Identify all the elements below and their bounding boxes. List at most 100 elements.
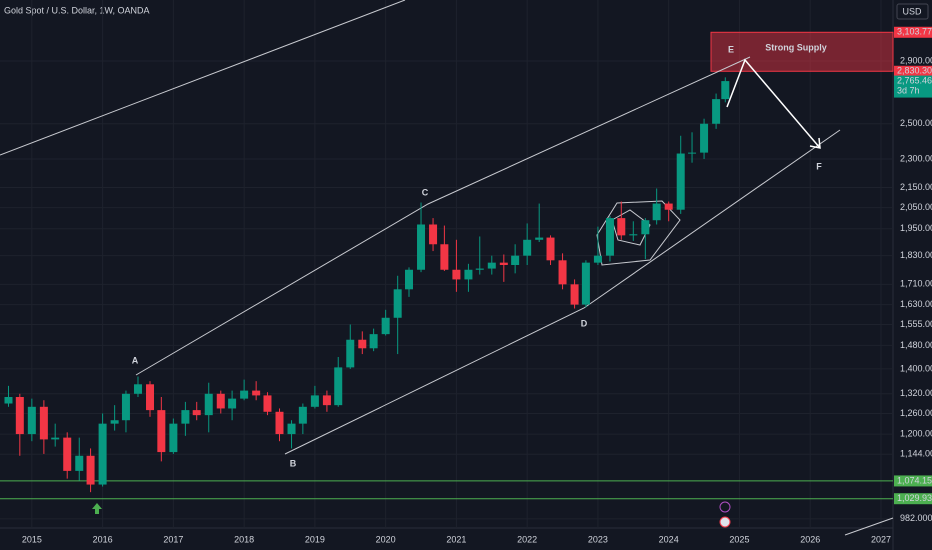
candle-body: [676, 153, 685, 210]
x-tick-label: 2026: [800, 534, 820, 544]
candle-body: [499, 262, 508, 266]
drawings: [0, 0, 894, 536]
candle-body: [546, 237, 555, 261]
y-tick-label: 1,400.000: [900, 363, 932, 373]
chart-title: Gold Spot / U.S. Dollar, 1W, OANDA: [4, 5, 150, 15]
candle-body: [240, 390, 249, 399]
y-tick-label: 2,300.000: [900, 153, 932, 163]
candle-body: [487, 262, 496, 269]
y-tick-label: 1,480.000: [900, 340, 932, 350]
candle-body: [535, 237, 544, 240]
candle-body: [440, 244, 449, 270]
candle-body: [452, 269, 461, 280]
candle-body: [581, 262, 590, 305]
candle-body: [216, 393, 225, 409]
candle-body: [157, 410, 166, 453]
y-tick-label: 982.000: [900, 513, 932, 523]
price-tag-label: 2,830.305: [897, 66, 932, 76]
currency-label[interactable]: USD: [902, 6, 922, 16]
candle-body: [688, 152, 697, 154]
wave-label: D: [581, 318, 588, 328]
candle-body: [121, 393, 130, 421]
candle-body: [181, 410, 190, 424]
candle-body: [629, 234, 638, 236]
candle-body: [404, 269, 413, 290]
y-tick-label: 2,500.000: [900, 118, 932, 128]
y-tick-label: 1,830.000: [900, 250, 932, 260]
pattern-outer: [596, 200, 681, 266]
candle-body: [712, 99, 721, 124]
candle-body: [593, 255, 602, 263]
candle-body: [369, 334, 378, 349]
x-tick-label: 2023: [588, 534, 608, 544]
price-tag-label: 1,029.939: [897, 493, 932, 503]
candle-body: [110, 420, 119, 424]
flag-icon[interactable]: [719, 516, 731, 528]
candle-body: [558, 260, 567, 285]
candle-body: [605, 218, 614, 256]
candle-body: [169, 423, 178, 453]
price-tag: [894, 475, 932, 487]
candle-body: [652, 203, 661, 221]
up-arrow-icon: [92, 503, 102, 514]
candle-body: [664, 203, 673, 210]
candle-body: [27, 406, 36, 435]
candle-body: [192, 410, 201, 416]
y-tick-label: 1,555.000: [900, 319, 932, 329]
event-icon[interactable]: [719, 501, 731, 513]
candle-body: [39, 406, 48, 440]
candle-body: [381, 317, 390, 335]
projection-arrow: [726, 58, 821, 149]
candle-body: [275, 411, 284, 435]
candle-body: [700, 123, 709, 153]
x-tick-label: 2018: [234, 534, 254, 544]
price-tag-label: 1,074.156: [897, 475, 932, 485]
candle-body: [358, 339, 367, 349]
y-tick-label: 1,260.000: [900, 408, 932, 418]
x-tick-label: 2022: [517, 534, 537, 544]
candle-body: [75, 455, 84, 471]
candle-body: [475, 268, 484, 270]
upper-channel: [135, 56, 751, 376]
candle-body: [511, 255, 520, 266]
y-tick-label: 2,050.000: [900, 202, 932, 212]
trend-line: [0, 0, 406, 156]
trend-line: [844, 517, 894, 536]
candle-body: [429, 224, 438, 245]
y-tick-label: 2,900.000: [900, 55, 932, 65]
y-tick-label: 1,144.000: [900, 449, 932, 459]
candle-body: [570, 284, 579, 305]
candle-body: [298, 406, 307, 424]
wave-label: C: [422, 187, 429, 197]
candle-body: [417, 224, 426, 270]
candle-body: [63, 437, 72, 471]
supply-zone: [710, 31, 894, 72]
candle-body: [322, 395, 331, 406]
candle-body: [228, 398, 237, 409]
candle-body: [393, 289, 402, 318]
candle-body: [86, 455, 95, 485]
candle-body: [523, 239, 532, 256]
y-tick-label: 1,630.000: [900, 299, 932, 309]
x-tick-label: 2015: [22, 534, 42, 544]
x-tick-label: 2016: [93, 534, 113, 544]
wave-label: A: [132, 355, 139, 365]
y-tick-label: 1,710.000: [900, 279, 932, 289]
candle-body: [98, 423, 107, 485]
x-tick-label: 2025: [729, 534, 749, 544]
candle-body: [464, 269, 473, 280]
candle-body: [15, 397, 24, 435]
price-tag: [894, 65, 932, 77]
wave-label: F: [816, 161, 822, 171]
currency-button[interactable]: [896, 3, 929, 20]
candle-body: [263, 395, 272, 412]
arrow-head: [809, 137, 821, 149]
price-tag: [894, 493, 932, 505]
candle-body: [133, 384, 142, 394]
wave-label: B: [290, 458, 297, 468]
y-tick-label: 1,200.000: [900, 428, 932, 438]
price-tag-label: 3,103.773: [897, 27, 932, 37]
candle-body: [252, 390, 261, 396]
candle-body: [4, 397, 13, 404]
x-tick-label: 2024: [659, 534, 679, 544]
